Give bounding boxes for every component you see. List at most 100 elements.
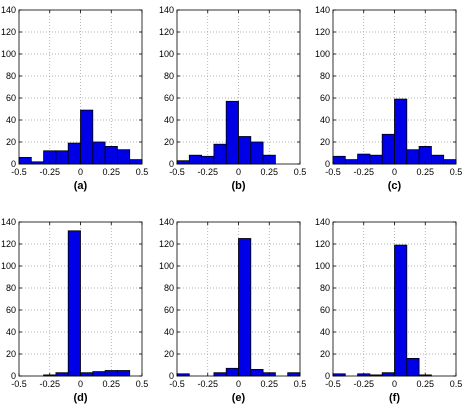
y-tick-label: 40 [6, 327, 16, 337]
y-tick-label: 80 [320, 283, 330, 293]
x-tick-label: 0.25 [102, 379, 120, 389]
histogram-bar [80, 109, 94, 165]
histogram-bar [213, 143, 227, 165]
histogram-bar [18, 156, 32, 165]
histogram-bar [344, 159, 358, 165]
x-tick-label: 0.5 [136, 167, 149, 177]
x-tick-label: 0.25 [416, 379, 434, 389]
histogram-bar [287, 372, 301, 377]
histogram-panel: -0.5 -0.25 0 0.25 0.5 0 20 40 60 80 100 120 140 (a) [1, 5, 148, 192]
histogram-bar [430, 154, 445, 165]
y-tick-label: 140 [315, 217, 330, 227]
y-tick-label: 100 [1, 49, 16, 59]
subplot-label: (d) [73, 392, 87, 404]
y-tick-label: 120 [159, 239, 174, 249]
y-tick-label: 20 [6, 349, 16, 359]
x-tick-label: 0 [392, 379, 397, 389]
subplot-label: (e) [232, 392, 246, 404]
y-tick-label: 0 [169, 371, 174, 381]
histogram-bar [117, 370, 131, 377]
x-tick-label: -0.25 [353, 167, 374, 177]
y-tick-label: 140 [159, 5, 174, 15]
subplot-label: (a) [74, 180, 88, 192]
y-tick-label: 140 [315, 5, 330, 15]
x-tick-label: -0.5 [169, 379, 185, 389]
histogram-panel: -0.5 -0.25 0 0.25 0.5 0 20 40 60 80 100 120 140 (d) [1, 217, 148, 404]
x-tick-label: 0.5 [136, 379, 149, 389]
y-tick-label: 60 [320, 305, 330, 315]
y-tick-label: 100 [159, 49, 174, 59]
x-tick-label: 0.25 [260, 379, 278, 389]
x-tick-label: 0 [78, 167, 83, 177]
y-tick-label: 60 [6, 305, 16, 315]
histogram-bar [55, 372, 69, 377]
x-tick-label: -0.5 [169, 167, 185, 177]
x-tick-label: 0 [236, 379, 241, 389]
histogram-bar [250, 368, 264, 377]
x-tick-label: 0.25 [416, 167, 434, 177]
y-tick-label: 140 [159, 217, 174, 227]
x-tick-label: -0.25 [197, 379, 218, 389]
y-tick-label: 20 [6, 137, 16, 147]
y-tick-label: 40 [6, 115, 16, 125]
y-tick-label: 40 [164, 327, 174, 337]
y-tick-label: 100 [315, 49, 330, 59]
histogram-bar [381, 133, 395, 165]
y-tick-label: 60 [164, 93, 174, 103]
y-tick-label: 40 [164, 115, 174, 125]
subplot-label: (b) [231, 180, 245, 192]
y-tick-label: 60 [6, 93, 16, 103]
y-tick-label: 120 [315, 239, 330, 249]
histogram-bar [406, 149, 420, 165]
y-tick-label: 120 [1, 27, 16, 37]
y-tick-label: 80 [320, 71, 330, 81]
histogram-bar [188, 154, 203, 165]
y-tick-label: 120 [1, 239, 16, 249]
histogram-bar [332, 155, 346, 165]
histogram-bar [238, 238, 252, 377]
y-tick-label: 80 [6, 283, 16, 293]
y-tick-label: 0 [169, 159, 174, 169]
x-tick-label: 0 [78, 379, 83, 389]
y-tick-label: 0 [11, 159, 16, 169]
histogram-bar [176, 160, 190, 165]
histogram-bar [92, 141, 106, 165]
x-tick-label: -0.5 [11, 379, 27, 389]
x-tick-label: -0.5 [325, 379, 341, 389]
y-tick-label: 140 [1, 5, 16, 15]
histogram-bar [394, 98, 408, 165]
x-tick-label: 0.5 [450, 379, 463, 389]
histogram-bar [213, 372, 227, 377]
x-tick-label: -0.5 [11, 167, 27, 177]
y-tick-label: 0 [325, 159, 330, 169]
histogram-bar [129, 159, 143, 165]
histogram-bar [55, 150, 69, 165]
y-tick-label: 100 [315, 261, 330, 271]
y-tick-label: 60 [164, 305, 174, 315]
y-tick-label: 20 [320, 137, 330, 147]
y-tick-label: 40 [320, 327, 330, 337]
histogram-bar [225, 367, 239, 377]
y-tick-label: 20 [320, 349, 330, 359]
histogram-bar [381, 372, 395, 377]
x-tick-label: 0.25 [260, 167, 278, 177]
x-tick-label: -0.25 [39, 167, 60, 177]
histogram-panel: -0.5 -0.25 0 0.25 0.5 0 20 40 60 80 100 120 140 (f) [315, 217, 462, 404]
histogram-bar [250, 141, 264, 165]
histogram-bar [238, 136, 252, 165]
y-tick-label: 40 [320, 115, 330, 125]
x-tick-label: -0.5 [325, 167, 341, 177]
histogram-panel: -0.5 -0.25 0 0.25 0.5 0 20 40 60 80 100 120 140 (c) [315, 5, 462, 192]
histogram-bar [225, 100, 239, 165]
histogram-bar [369, 154, 383, 165]
subplot-label: (f) [389, 392, 400, 404]
y-tick-label: 120 [159, 27, 174, 37]
x-tick-label: 0.5 [294, 379, 307, 389]
histogram-panel: -0.5 -0.25 0 0.25 0.5 0 20 40 60 80 100 120 140 (e) [159, 217, 306, 404]
x-tick-label: 0 [236, 167, 241, 177]
x-tick-label: -0.25 [39, 379, 60, 389]
y-tick-label: 80 [164, 283, 174, 293]
y-tick-label: 60 [320, 93, 330, 103]
histogram-bar [443, 159, 457, 165]
